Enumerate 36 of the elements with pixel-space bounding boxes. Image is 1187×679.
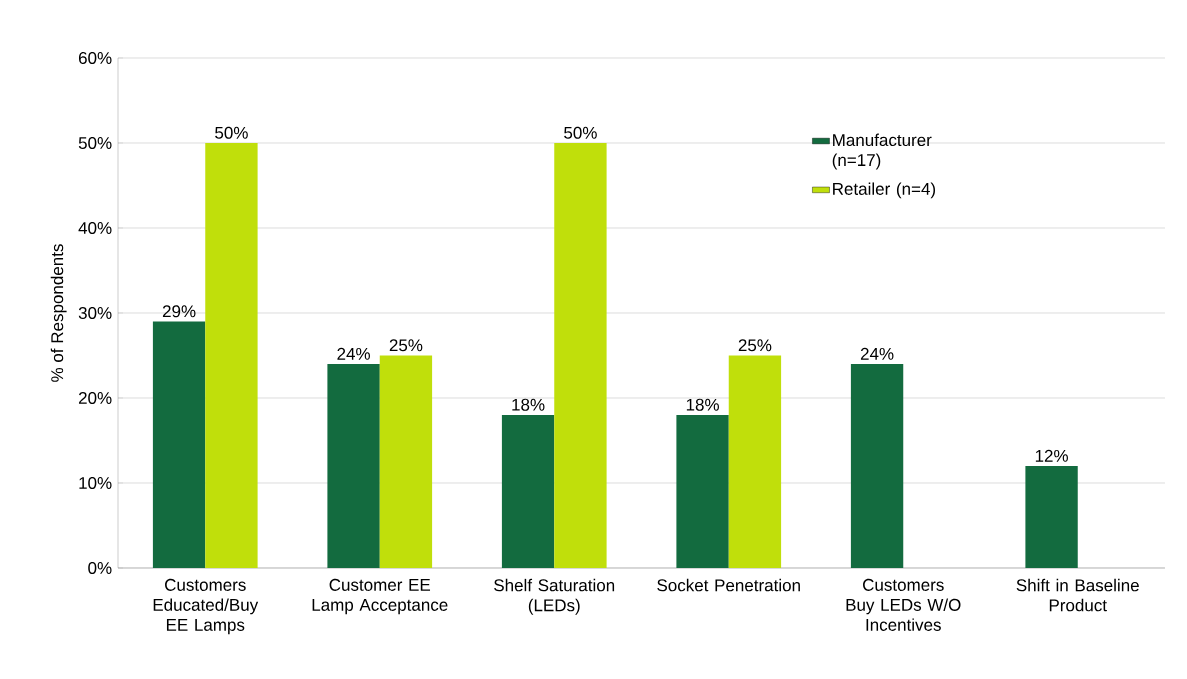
y-tick-label: 50% (78, 136, 112, 150)
data-label: 12% (1035, 449, 1068, 462)
bar (676, 414, 729, 568)
y-tick-label: 20% (78, 391, 112, 405)
y-tick-label: 0% (88, 561, 112, 575)
bar (554, 142, 607, 568)
bar (1025, 465, 1078, 568)
x-tick-label: Customers Buy LEDs W/O Incentives (846, 578, 961, 631)
bar (501, 414, 555, 568)
data-label: 24% (337, 347, 370, 360)
y-tick-label: 10% (79, 476, 112, 490)
data-label: 18% (686, 398, 719, 411)
bar (379, 355, 433, 568)
y-axis-title: % of Respondents (50, 244, 67, 382)
x-tick-label: Customers Educated/Buy EE Lamps (153, 578, 259, 635)
data-label: 25% (389, 339, 423, 352)
y-tick-label: 30% (78, 306, 112, 320)
x-tick-label: Socket Penetration (657, 578, 800, 592)
bar (205, 142, 258, 568)
legend-label: Manufacturer (n=17) (832, 133, 932, 170)
bar (152, 321, 206, 568)
data-label: 50% (215, 126, 248, 139)
bar (850, 363, 904, 568)
data-label: 29% (162, 305, 196, 318)
data-label: 18% (512, 398, 545, 411)
x-tick-label: Shelf Saturation (LEDs) (494, 578, 615, 615)
y-tick-label: 40% (78, 221, 112, 235)
x-tick-label: Shift in Baseline Product (1016, 578, 1139, 612)
data-label: 25% (738, 339, 772, 352)
legend-label: Retailer (n=4) (833, 182, 936, 199)
bar (327, 363, 380, 568)
data-label: 24% (860, 347, 894, 360)
data-label: 50% (564, 126, 597, 139)
bar (728, 355, 782, 568)
x-tick-label: Customer EE Lamp Acceptance (312, 578, 448, 615)
y-tick-label: 60% (78, 51, 112, 65)
